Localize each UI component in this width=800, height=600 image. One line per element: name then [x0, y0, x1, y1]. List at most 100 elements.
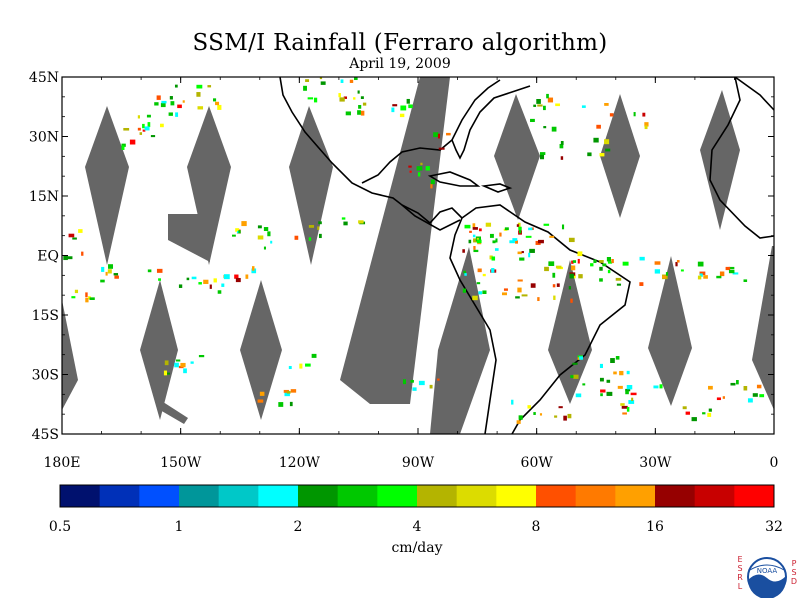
rain-pixel [303, 85, 307, 91]
rain-pixel [278, 402, 284, 407]
rain-pixel [482, 290, 487, 295]
rain-pixel [699, 271, 706, 276]
rain-pixel [610, 358, 615, 364]
colorbar-tick-label: 32 [765, 519, 783, 535]
colorbar-swatch [615, 485, 656, 507]
rain-pixel [543, 105, 546, 111]
rain-pixel [543, 126, 547, 129]
rain-pixel [358, 220, 364, 224]
rain-pixel [697, 261, 704, 267]
rain-pixel [616, 283, 622, 286]
swath-gap [289, 106, 333, 265]
swath-gap [62, 300, 78, 410]
rain-pixel [392, 104, 398, 107]
rain-pixel [209, 284, 212, 289]
rain-pixel [165, 372, 171, 375]
rain-pixel [288, 365, 292, 370]
rain-pixel [599, 266, 603, 271]
rain-pixel [544, 266, 549, 272]
rain-pixel [198, 282, 202, 285]
rain-pixel [560, 156, 564, 160]
rain-pixel [425, 166, 430, 171]
lon-tick-label: 90W [402, 455, 435, 471]
rain-pixel [160, 102, 166, 108]
rain-pixel [234, 274, 239, 279]
rain-pixel [644, 125, 648, 130]
rain-pixel [354, 77, 358, 81]
rain-pixel [756, 384, 762, 389]
rain-pixel [575, 393, 582, 398]
rain-pixel [150, 135, 156, 138]
logo-letter: L [737, 582, 743, 591]
rain-pixel [518, 228, 522, 234]
rain-pixel [552, 272, 556, 278]
rain-pixel [74, 289, 79, 294]
rain-pixel [743, 279, 748, 282]
colorbar-swatch [575, 485, 616, 507]
rain-pixel [662, 275, 667, 279]
rain-pixel [728, 266, 735, 270]
colorbar-swatch [734, 485, 775, 507]
rain-pixel [183, 368, 187, 374]
rain-pixel [341, 217, 346, 220]
rain-pixel [217, 290, 222, 294]
rain-pixel [259, 391, 265, 396]
swath-gap [340, 77, 450, 404]
rain-pixel [284, 392, 290, 397]
rain-pixel [462, 288, 467, 293]
gulf-coast [361, 79, 501, 184]
rain-pixel [642, 112, 646, 117]
rain-pixel [217, 104, 222, 110]
rain-pixel [146, 114, 151, 118]
rain-pixel [728, 269, 735, 274]
rain-pixel [625, 388, 631, 392]
rain-pixel [587, 152, 592, 157]
rain-pixel [142, 123, 145, 129]
rain-pixel [743, 386, 748, 391]
rain-pixel [63, 255, 68, 261]
rain-pixel [121, 143, 126, 147]
rain-pixel [639, 282, 644, 286]
rain-pixel [605, 148, 611, 152]
rain-pixel [548, 261, 555, 266]
rain-pixel [177, 104, 182, 109]
logo-letter: S [791, 568, 797, 577]
rain-pixel [568, 237, 575, 243]
rain-pixel [107, 269, 112, 274]
rain-pixel [311, 353, 317, 358]
rain-pixel [680, 269, 684, 272]
rain-pixel [123, 127, 130, 131]
rain-pixel [516, 420, 521, 424]
swath-gap [494, 94, 540, 220]
rain-pixel [676, 260, 680, 263]
rain-pixel [518, 415, 523, 420]
rain-pixel [263, 246, 267, 250]
rain-pixel [551, 126, 557, 132]
rain-pixel [416, 166, 423, 171]
rain-pixel [464, 224, 471, 229]
rain-pixel [339, 97, 345, 102]
rain-pixel [472, 227, 478, 230]
rain-pixel [537, 104, 543, 107]
rain-pixel [561, 224, 565, 230]
rain-pixel [619, 370, 624, 376]
rain-pixel [221, 283, 225, 287]
rain-pixel [716, 275, 722, 279]
rain-pixel [600, 389, 606, 393]
rain-pixel [430, 179, 435, 185]
rain-pixel [549, 235, 555, 238]
rain-pixel [391, 107, 395, 113]
lon-tick-label: 150W [160, 455, 202, 471]
rain-pixel [223, 274, 230, 280]
rain-pixel [620, 403, 625, 406]
rain-pixel [607, 261, 613, 264]
colorbar-swatch [417, 485, 458, 507]
rain-pixel [504, 227, 509, 231]
colorbar-tick-label: 2 [294, 519, 303, 535]
rain-pixel [320, 81, 326, 85]
rain-pixel [675, 261, 678, 267]
map-title: SSM/I Rainfall (Ferraro algorithm) [192, 30, 608, 56]
rain-pixel [539, 152, 546, 155]
rain-pixel [121, 145, 125, 150]
